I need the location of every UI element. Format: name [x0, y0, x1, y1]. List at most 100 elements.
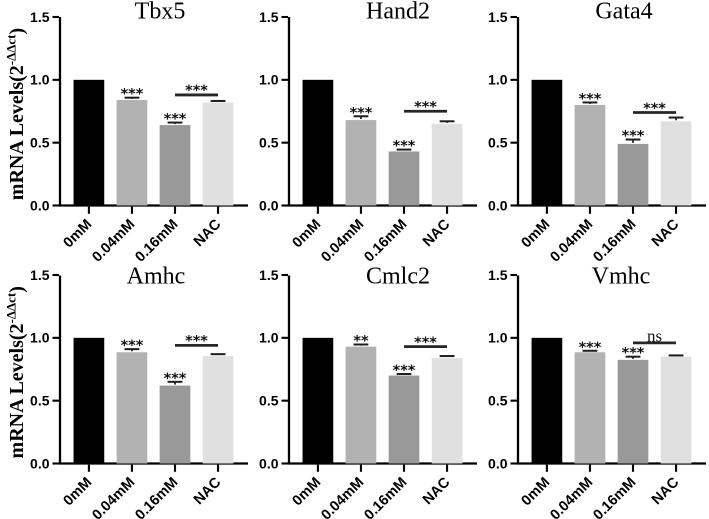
y-tick-label: 0.0 — [488, 197, 508, 213]
y-tick-label: 0.5 — [259, 134, 279, 150]
x-tick-label: 0mM — [519, 217, 554, 252]
bar-0.04mM — [574, 104, 606, 206]
x-tick-label: NAC — [420, 474, 454, 508]
comparison-label: *** — [185, 83, 208, 99]
y-tick-label: 1.5 — [488, 267, 508, 283]
comparison-label: ns — [647, 326, 662, 345]
y-axis-label-prefix: mRNA Levels(2 — [6, 65, 28, 200]
x-tick-label: 0mM — [61, 217, 96, 252]
panel-title: Hand2 — [366, 0, 430, 25]
bar-0.16mM — [159, 385, 191, 464]
bar-0.16mM — [159, 125, 191, 206]
y-axis-label-suffix: ) — [6, 28, 28, 35]
panel-amhc: Amhc 0.0 0.5 1.0 1.5 0mM *** 0.04mM *** 0.16mM NAC… — [30, 264, 248, 519]
bar-NAC — [431, 123, 463, 206]
x-tick-label: 0.04mM — [318, 475, 367, 519]
significance-label: *** — [393, 139, 416, 155]
y-tick-label: 0.0 — [488, 455, 508, 471]
panel-title: Cmlc2 — [366, 264, 430, 290]
panel-title: Gata4 — [595, 0, 652, 25]
bar-0.04mM — [116, 352, 148, 464]
x-tick-label: 0.04mM — [547, 217, 596, 266]
y-tick-label: 0.5 — [488, 134, 508, 150]
comparison-label: *** — [185, 334, 208, 350]
y-axis-label-superscript: -ΔΔct — [4, 34, 19, 65]
y-tick-label: 1.5 — [488, 9, 508, 25]
bar-NAC — [202, 356, 234, 464]
panel-title: Vmhc — [592, 264, 651, 290]
bar-0.16mM — [388, 151, 420, 206]
y-tick-label: 0.0 — [30, 455, 50, 471]
x-tick-label: 0.16mM — [361, 475, 410, 519]
panel-vmhc: Vmhc 0.0 0.5 1.0 1.5 0mM *** 0.04mM *** 0.16mM NAC… — [488, 264, 706, 519]
bar-NAC — [660, 121, 692, 206]
x-tick-label: 0.16mM — [590, 475, 639, 519]
x-tick-label: 0.16mM — [590, 217, 639, 266]
x-tick-label: 0.04mM — [318, 217, 367, 266]
y-tick-label: 1.0 — [30, 72, 50, 88]
significance-label: *** — [622, 346, 645, 362]
significance-label: ** — [353, 333, 369, 349]
y-tick-label: 0.0 — [30, 197, 50, 213]
significance-label: *** — [121, 338, 144, 354]
significance-label: *** — [393, 363, 416, 379]
bar-0.16mM — [388, 375, 420, 464]
y-tick-label: 0.5 — [30, 134, 50, 150]
significance-label: *** — [622, 129, 645, 145]
x-tick-label: NAC — [420, 216, 454, 250]
y-axis-label-prefix: mRNA Levels(2 — [6, 323, 28, 458]
bar-NAC — [660, 356, 692, 464]
significance-label: *** — [350, 105, 373, 121]
bar-0mM — [302, 79, 334, 206]
x-tick-label: 0mM — [519, 475, 554, 510]
y-tick-label: 0.5 — [259, 392, 279, 408]
y-tick-label: 0.0 — [259, 197, 279, 213]
panel-tbx5: Tbx5 0.0 0.5 1.0 1.5 0mM *** 0.04mM *** 0.16mM NAC… — [30, 0, 248, 265]
y-tick-label: 1.5 — [30, 9, 50, 25]
bar-NAC — [202, 102, 234, 206]
x-tick-label: 0.04mM — [89, 217, 138, 266]
panel-cmlc2: Cmlc2 0.0 0.5 1.0 1.5 0mM ** 0.04mM *** 0.16mM NAC… — [259, 264, 477, 519]
x-tick-label: NAC — [191, 216, 225, 250]
comparison-label: *** — [414, 100, 437, 116]
x-tick-label: 0.16mM — [361, 217, 410, 266]
x-tick-label: 0.16mM — [132, 475, 181, 519]
y-axis-label-superscript: -ΔΔct — [4, 292, 19, 323]
comparison-label: *** — [643, 101, 666, 117]
bar-0mM — [302, 337, 334, 464]
y-tick-label: 1.0 — [259, 72, 279, 88]
bar-0.04mM — [345, 120, 377, 206]
panel-gata4: Gata4 0.0 0.5 1.0 1.5 0mM *** 0.04mM *** 0.16mM NA… — [488, 0, 706, 265]
bar-0mM — [531, 79, 563, 206]
bar-0.04mM — [345, 346, 377, 464]
bar-0.16mM — [617, 359, 649, 464]
bar-NAC — [431, 357, 463, 464]
bar-0.04mM — [116, 99, 148, 206]
significance-label: *** — [579, 340, 602, 356]
y-axis-label-suffix: ) — [6, 286, 28, 293]
y-tick-label: 1.5 — [259, 267, 279, 283]
x-tick-label: 0mM — [61, 475, 96, 510]
bar-0mM — [73, 79, 105, 206]
comparison-label: *** — [414, 335, 437, 351]
y-tick-label: 0.0 — [259, 455, 279, 471]
y-tick-label: 0.5 — [30, 392, 50, 408]
significance-label: *** — [121, 87, 144, 103]
y-tick-label: 0.5 — [488, 392, 508, 408]
x-tick-label: 0mM — [290, 475, 325, 510]
y-tick-label: 1.0 — [259, 330, 279, 346]
bar-0mM — [73, 337, 105, 464]
x-tick-label: NAC — [649, 216, 683, 250]
y-tick-label: 1.5 — [30, 267, 50, 283]
x-tick-label: 0mM — [290, 217, 325, 252]
y-tick-label: 1.0 — [30, 330, 50, 346]
x-tick-label: NAC — [191, 474, 225, 508]
panel-title: Tbx5 — [135, 0, 186, 25]
x-tick-label: 0.16mM — [132, 217, 181, 266]
significance-label: *** — [164, 112, 187, 128]
bar-0.16mM — [617, 143, 649, 206]
significance-label: *** — [579, 91, 602, 107]
x-tick-label: 0.04mM — [547, 475, 596, 519]
